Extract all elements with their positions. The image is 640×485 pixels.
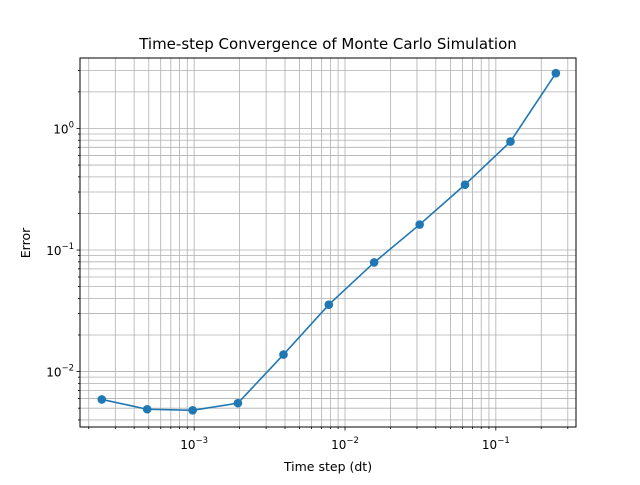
x-tick-label: 10−1 xyxy=(482,436,510,452)
x-axis-label: Time step (dt) xyxy=(283,459,372,474)
data-point xyxy=(279,350,288,359)
chart-title: Time-step Convergence of Monte Carlo Sim… xyxy=(138,35,517,53)
data-point xyxy=(188,406,197,415)
data-point xyxy=(415,220,424,229)
data-point xyxy=(460,180,470,189)
plot-area-frame xyxy=(79,57,577,428)
data-point xyxy=(142,404,152,414)
data-point xyxy=(233,398,243,408)
data-point xyxy=(506,137,515,146)
y-axis-label: Error xyxy=(18,227,33,258)
x-tick-label: 10−3 xyxy=(180,436,208,452)
x-tick-label: 10−2 xyxy=(331,436,359,452)
series-line xyxy=(101,72,557,412)
tick-layer: 10−3 10−2 10−1 10−2 10−1 100 xyxy=(46,70,569,452)
y-tick-label: 10−1 xyxy=(46,242,74,258)
data-point xyxy=(369,258,379,267)
y-tick-label: 100 xyxy=(53,120,74,136)
data-point xyxy=(551,68,561,78)
data-point xyxy=(97,395,107,404)
series-layer xyxy=(97,68,561,415)
data-point xyxy=(324,300,334,309)
grid-layer xyxy=(80,58,576,427)
y-tick-label: 10−2 xyxy=(46,364,74,380)
